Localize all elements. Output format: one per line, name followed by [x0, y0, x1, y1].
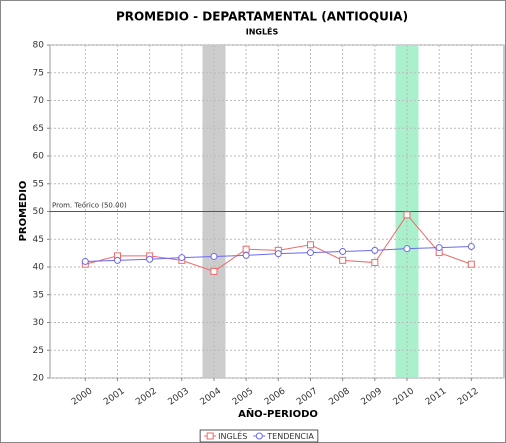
data-point [81, 257, 89, 265]
data-point [403, 211, 411, 219]
legend-item: TENDENCIA [253, 432, 314, 441]
data-point [306, 249, 314, 257]
y-tick-label: 70 [33, 96, 45, 106]
data-point [113, 256, 121, 264]
data-point [339, 256, 347, 264]
data-point [467, 242, 475, 250]
legend-label: TENDENCIA [266, 432, 314, 441]
y-axis-label: PROMEDIO [18, 181, 29, 242]
data-point [210, 267, 218, 275]
data-point [242, 251, 250, 259]
legend-label: INGLÉS [218, 430, 247, 441]
x-axis-label: AÑO-PERIODO [238, 407, 318, 420]
reference-label: Prom. Teórico (50.00) [52, 202, 127, 210]
y-tick-label: 30 [33, 318, 45, 328]
chart-subtitle: INGLÉS [246, 26, 279, 37]
legend-item: INGLÉS [204, 430, 247, 441]
data-point [306, 241, 314, 249]
data-point [339, 247, 347, 255]
y-tick-label: 55 [33, 179, 44, 189]
data-point [467, 260, 475, 268]
legend-marker [206, 432, 214, 440]
y-tick-label: 25 [33, 346, 44, 356]
y-tick-label: 20 [33, 374, 45, 384]
y-tick-label: 60 [33, 152, 45, 162]
data-point [435, 244, 443, 252]
data-point [146, 255, 154, 263]
y-tick-label: 35 [33, 290, 44, 300]
data-point [178, 254, 186, 262]
y-tick-label: 45 [33, 235, 44, 245]
data-point [371, 259, 379, 267]
data-point [403, 245, 411, 253]
y-tick-label: 80 [33, 41, 45, 51]
data-point [210, 252, 218, 260]
y-tick-label: 50 [33, 207, 45, 217]
chart-title: PROMEDIO - DEPARTAMENTAL (ANTIOQUIA) [116, 10, 408, 24]
data-point [242, 245, 250, 253]
data-point [274, 250, 282, 258]
legend-marker [255, 432, 263, 440]
data-point [371, 246, 379, 254]
y-tick-label: 40 [33, 263, 45, 273]
y-tick-label: 65 [33, 124, 44, 134]
legend: INGLÉS TENDENCIA [199, 429, 319, 443]
y-tick-label: 75 [33, 68, 44, 78]
